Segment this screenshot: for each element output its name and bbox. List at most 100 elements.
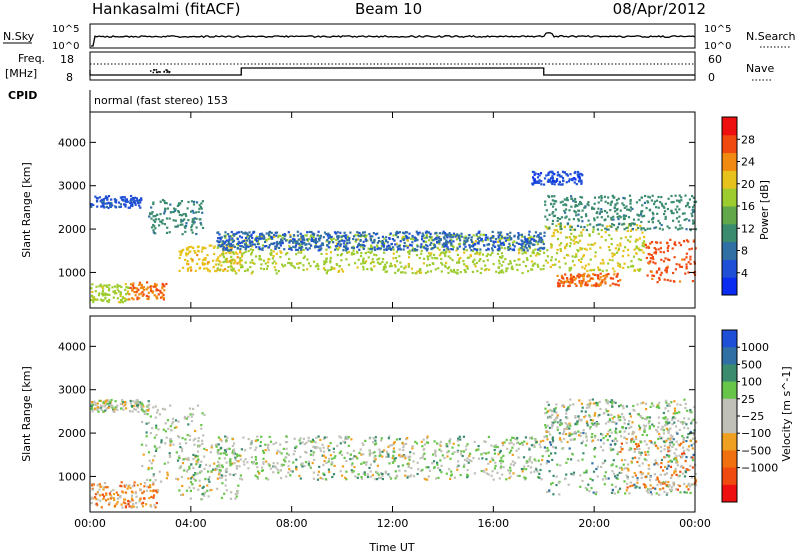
heatmap-cell <box>288 460 290 462</box>
freq-point <box>156 72 158 74</box>
heatmap-cell <box>610 218 612 220</box>
heatmap-cell <box>596 284 598 286</box>
heatmap-cell <box>476 270 478 272</box>
heatmap-cell <box>674 452 676 454</box>
heatmap-cell <box>97 411 99 413</box>
heatmap-cell <box>265 477 267 479</box>
heatmap-cell <box>611 238 613 240</box>
heatmap-cell <box>158 293 160 295</box>
heatmap-cell <box>618 419 620 421</box>
heatmap-cell <box>640 227 642 229</box>
heatmap-cell <box>549 470 551 472</box>
heatmap-cell <box>233 442 235 444</box>
heatmap-cell <box>538 241 540 243</box>
heatmap-cell <box>593 284 595 286</box>
heatmap-cell <box>91 484 93 486</box>
heatmap-cell <box>459 243 461 245</box>
heatmap-cell <box>218 457 220 459</box>
heatmap-cell <box>602 262 604 264</box>
heatmap-cell <box>581 266 583 268</box>
heatmap-cell <box>570 278 572 280</box>
heatmap-cell <box>548 455 550 457</box>
heatmap-cell <box>589 478 591 480</box>
heatmap-cell <box>299 456 301 458</box>
heatmap-cell <box>587 274 589 276</box>
heatmap-cell <box>398 245 400 247</box>
heatmap-cell <box>624 228 626 230</box>
heatmap-cell <box>188 459 190 461</box>
heatmap-cell <box>547 195 549 197</box>
heatmap-cell <box>127 290 129 292</box>
heatmap-cell <box>671 212 673 214</box>
heatmap-cell <box>285 448 287 450</box>
heatmap-cell <box>111 286 113 288</box>
heatmap-cell <box>497 241 499 243</box>
heatmap-cell <box>100 486 102 488</box>
heatmap-cell <box>607 439 609 441</box>
heatmap-cell <box>651 402 653 404</box>
heatmap-cell <box>217 256 219 258</box>
heatmap-cell <box>390 248 392 250</box>
heatmap-cell <box>576 421 578 423</box>
heatmap-cell <box>682 447 684 449</box>
heatmap-cell <box>633 441 635 443</box>
heatmap-cell <box>313 451 315 453</box>
heatmap-cell <box>576 183 578 185</box>
heatmap-cell <box>443 244 445 246</box>
heatmap-cell <box>255 456 257 458</box>
heatmap-cell <box>132 298 134 300</box>
heatmap-cell <box>196 201 198 203</box>
heatmap-cell <box>589 399 591 401</box>
heatmap-cell <box>437 267 439 269</box>
heatmap-cell <box>481 457 483 459</box>
heatmap-cell <box>536 470 538 472</box>
heatmap-cell <box>357 266 359 268</box>
heatmap-cell <box>425 466 427 468</box>
heatmap-cell <box>103 206 105 208</box>
heatmap-cell <box>403 245 405 247</box>
heatmap-cell <box>404 470 406 472</box>
heatmap-cell <box>351 247 353 249</box>
heatmap-cell <box>568 428 570 430</box>
heatmap-cell <box>544 408 546 410</box>
heatmap-cell <box>303 249 305 251</box>
heatmap-cell <box>390 263 392 265</box>
heatmap-cell <box>104 297 106 299</box>
heatmap-cell <box>285 456 287 458</box>
heatmap-cell <box>155 450 157 452</box>
heatmap-cell <box>648 221 650 223</box>
heatmap-cell <box>146 295 148 297</box>
freq-point <box>163 71 165 73</box>
heatmap-cell <box>244 270 246 272</box>
heatmap-cell <box>500 466 502 468</box>
heatmap-cell <box>182 462 184 464</box>
heatmap-cell <box>641 477 643 479</box>
heatmap-cell <box>344 477 346 479</box>
heatmap-cell <box>583 207 585 209</box>
heatmap-cell <box>166 202 168 204</box>
heatmap-cell <box>649 260 651 262</box>
heatmap-cell <box>574 200 576 202</box>
heatmap-cell <box>516 264 518 266</box>
heatmap-cell <box>358 452 360 454</box>
freq-tick-bottom: 8 <box>66 71 73 84</box>
heatmap-cell <box>265 239 267 241</box>
heatmap-cell <box>526 257 528 259</box>
heatmap-cell <box>362 444 364 446</box>
heatmap-cell <box>573 472 575 474</box>
heatmap-cell <box>575 255 577 257</box>
heatmap-cell <box>547 255 549 257</box>
heatmap-cell <box>143 485 145 487</box>
heatmap-cell <box>459 257 461 259</box>
heatmap-cell <box>347 247 349 249</box>
heatmap-cell <box>326 271 328 273</box>
heatmap-cell <box>414 237 416 239</box>
heatmap-cell <box>604 483 606 485</box>
heatmap-cell <box>644 458 646 460</box>
heatmap-cell <box>315 441 317 443</box>
heatmap-cell <box>322 464 324 466</box>
heatmap-cell <box>165 283 167 285</box>
heatmap-cell <box>488 269 490 271</box>
heatmap-cell <box>224 449 226 451</box>
